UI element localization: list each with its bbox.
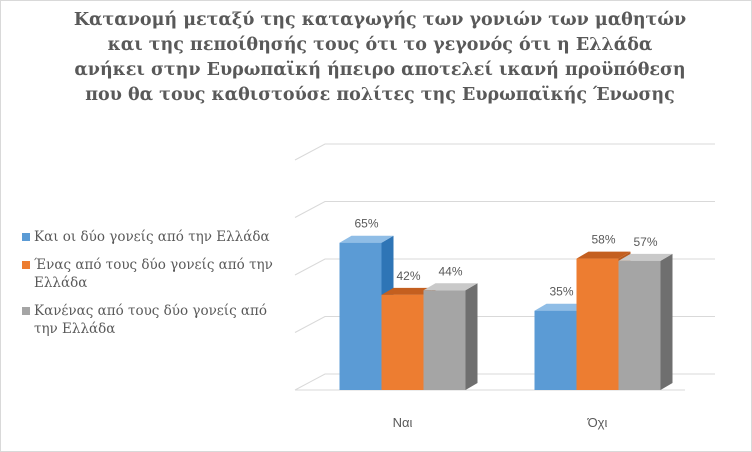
data-label-1-2: 57%: [633, 235, 657, 249]
bar-top-1-2: [618, 253, 673, 261]
data-label-0-0: 65%: [354, 217, 378, 231]
data-label-1-0: 35%: [549, 285, 573, 299]
chart-title: Κατανομή μεταξύ της καταγωγής των γονιών…: [73, 10, 687, 105]
gridline: [294, 143, 715, 161]
bar-side-1-2: [660, 253, 673, 390]
bar-0-0: [339, 242, 382, 390]
legend-label-one-parent: Ένας από τους δύο γονείς από την Ελλάδα: [34, 257, 273, 291]
x-tick-label-0: Ναι: [393, 415, 413, 430]
legend-swatch-no-parent: [22, 307, 30, 315]
data-label-0-2: 44%: [438, 264, 462, 278]
bar-1-2: [618, 260, 661, 390]
bar-top-1-0: [534, 303, 589, 311]
bar-1-0: [534, 310, 577, 390]
x-tick-label-1: Όχι: [587, 415, 608, 430]
bar-0-2: [423, 290, 466, 390]
bar-0-1: [381, 294, 424, 390]
gridline: [294, 201, 715, 218]
legend: Και οι δύο γονείς από την Ελλάδα Ένας απ…: [22, 228, 277, 348]
bar-top-0-1: [381, 287, 436, 295]
legend-label-both-parents: Και οι δύο γονείς από την Ελλάδα: [34, 229, 270, 245]
legend-item-both-parents: Και οι δύο γονείς από την Ελλάδα: [22, 228, 277, 246]
legend-item-one-parent: Ένας από τους δύο γονείς από την Ελλάδα: [22, 256, 277, 292]
bar-1-1: [576, 258, 619, 390]
data-label-0-1: 42%: [396, 269, 420, 283]
bar-top-1-1: [576, 251, 631, 259]
bar-top-0-2: [423, 283, 478, 291]
legend-swatch-one-parent: [22, 261, 30, 269]
data-label-1-1: 58%: [591, 233, 615, 247]
legend-label-no-parent: Κανένας από τους δύο γονείς από την Ελλά…: [34, 303, 268, 337]
bar-side-0-2: [465, 283, 478, 390]
bar-top-0-0: [339, 235, 394, 243]
legend-swatch-both-parents: [22, 233, 30, 241]
legend-item-no-parent: Κανένας από τους δύο γονείς από την Ελλά…: [22, 302, 277, 338]
